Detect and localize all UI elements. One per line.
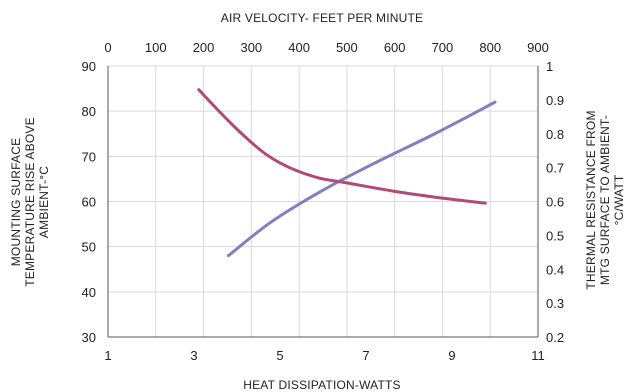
left-axis-tick-label: 50 — [82, 240, 96, 255]
left-axis-tick-label: 70 — [82, 149, 96, 164]
bottom-axis-tick-label: 1 — [104, 348, 111, 363]
bottom-axis-tick-label: 5 — [276, 348, 283, 363]
bottom-axis-tick-label: 3 — [190, 348, 197, 363]
series-line-2 — [197, 88, 487, 205]
left-axis-tick-label: 40 — [82, 285, 96, 300]
top-axis-tick-label: 200 — [193, 40, 215, 55]
top-axis-tick-label: 300 — [240, 40, 262, 55]
right-axis-title: THERMAL RESISTANCE FROM MTG SURFACE TO A… — [584, 110, 626, 289]
right-axis-tick-label: 0.5 — [546, 228, 564, 243]
top-axis-tick-label: 100 — [145, 40, 167, 55]
right-axis-title-line-3: °C/WATT — [612, 174, 626, 225]
top-axis-tick-label: 600 — [384, 40, 406, 55]
left-axis-title-line-3: AMBIENT-°C — [37, 166, 51, 238]
right-axis-tick-label: 0.4 — [546, 262, 564, 277]
top-axis-tick-label: 500 — [336, 40, 358, 55]
top-axis-title: AIR VELOCITY- FEET PER MINUTE — [221, 11, 424, 25]
left-axis-tick-label: 80 — [82, 104, 96, 119]
left-axis-title-line-2: TEMPERATURE RISE ABOVE — [23, 117, 37, 287]
top-axis-tick-label: 900 — [527, 40, 549, 55]
grid — [107, 65, 539, 338]
right-axis-tick-label: 0.8 — [546, 127, 564, 142]
right-axis-tick-label: 0.6 — [546, 195, 564, 210]
right-axis-tick-label: 0.9 — [546, 93, 564, 108]
right-axis-title-line-1: THERMAL RESISTANCE FROM — [584, 110, 598, 289]
tick-labels: 0 100 200 300 400 500 600 700 800 900 1 3 5 7 9 11 30 40 5… — [82, 40, 565, 363]
top-axis-tick-label: 400 — [288, 40, 310, 55]
left-axis-tick-label: 30 — [82, 330, 96, 345]
left-axis-tick-label: 60 — [82, 195, 96, 210]
right-axis-tick-label: 1 — [546, 59, 553, 74]
series-line-1 — [226, 100, 497, 258]
top-axis-tick-label: 700 — [432, 40, 454, 55]
top-axis-tick-label: 0 — [104, 40, 111, 55]
bottom-axis-tick-label: 9 — [448, 348, 455, 363]
right-axis-tick-label: 0.3 — [546, 296, 564, 311]
bottom-axis-title: HEAT DISSIPATION-WATTS — [243, 378, 401, 392]
bottom-axis-tick-label: 7 — [362, 348, 369, 363]
left-axis-title-line-1: MOUNTING SURFACE — [9, 138, 23, 267]
left-axis-title: MOUNTING SURFACE TEMPERATURE RISE ABOVE … — [9, 117, 51, 287]
series-lines — [197, 88, 497, 258]
right-axis-title-line-2: MTG SURFACE TO AMBIENT- — [598, 115, 612, 285]
top-axis-tick-label: 800 — [479, 40, 501, 55]
right-axis-tick-label: 0.7 — [546, 161, 564, 176]
left-axis-tick-label: 90 — [82, 59, 96, 74]
right-axis-tick-label: 0.2 — [546, 330, 564, 345]
bottom-axis-tick-label: 11 — [531, 348, 545, 363]
axes — [107, 66, 539, 338]
